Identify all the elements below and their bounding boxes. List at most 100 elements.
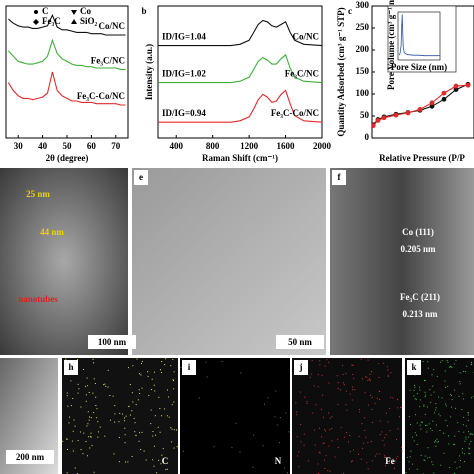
panel-label: c: [348, 6, 352, 16]
y-axis-label: Pore Volume (cm³ g⁻¹ nm⁻¹): [386, 0, 396, 90]
element-dot: [358, 408, 360, 410]
element-dot: [431, 461, 433, 463]
annotation: N: [275, 456, 282, 466]
element-dot: [424, 413, 426, 415]
element-dot: [431, 429, 433, 431]
element-dot: [104, 383, 106, 385]
element-dot: [322, 394, 324, 396]
element-dot: [364, 392, 366, 394]
element-dot: [296, 414, 298, 416]
element-dot: [465, 436, 467, 438]
annotation: 100 nm: [98, 337, 127, 347]
element-dot: [387, 374, 389, 376]
element-dot: [351, 389, 353, 391]
element-dot: [300, 391, 302, 393]
element-dot: [114, 421, 116, 423]
element-dot: [414, 386, 416, 388]
element-dot: [428, 423, 430, 425]
element-dot: [364, 417, 366, 419]
element-dot: [118, 421, 120, 423]
element-dot: [328, 412, 330, 414]
element-dot: [154, 415, 156, 417]
element-dot: [171, 404, 173, 406]
x-tick-label: 2000: [313, 141, 332, 151]
element-dot: [430, 394, 432, 396]
element-dot: [143, 450, 145, 452]
panel-label: i: [188, 362, 191, 372]
element-dot: [415, 414, 417, 416]
element-dot: [73, 419, 75, 421]
element-dot: [435, 409, 437, 411]
annotation: Fe: [385, 456, 395, 466]
element-dot: [465, 425, 467, 427]
element-dot: [410, 423, 412, 425]
element-dot: [449, 466, 451, 468]
element-dot: [374, 455, 376, 457]
element-dot: [155, 434, 157, 436]
element-dot: [367, 379, 369, 381]
element-dot: [104, 435, 106, 437]
element-dot: [401, 450, 403, 452]
element-dot: [389, 407, 391, 409]
element-dot: [175, 429, 177, 431]
element-dot: [262, 445, 264, 447]
element-dot: [306, 400, 308, 402]
element-dot: [313, 385, 315, 387]
element-dot: [447, 435, 449, 437]
element-dot: [425, 394, 427, 396]
element-dot: [145, 459, 147, 461]
element-dot: [379, 398, 381, 400]
element-dot: [445, 405, 447, 407]
element-dot: [361, 423, 363, 425]
element-dot: [321, 436, 323, 438]
element-dot: [113, 453, 115, 455]
element-dot: [450, 395, 452, 397]
element-dot: [342, 382, 344, 384]
element-dot: [118, 461, 120, 463]
element-dot: [377, 363, 379, 365]
series-line: [158, 19, 322, 47]
element-dot: [423, 379, 425, 381]
element-dot: [88, 391, 90, 393]
element-dot: [105, 385, 107, 387]
series-label: Fe₃C-Co/NC: [77, 91, 125, 101]
element-dot: [376, 397, 378, 399]
element-dot: [317, 386, 319, 388]
marker: [375, 118, 381, 123]
element-dot: [252, 466, 254, 468]
element-dot: [369, 373, 371, 375]
element-dot: [457, 422, 459, 424]
x-tick-label: 30: [14, 141, 24, 151]
element-dot: [160, 371, 162, 373]
element-dot: [334, 456, 336, 458]
marker: [453, 83, 459, 89]
legend-symbol: [34, 10, 38, 14]
element-dot: [352, 449, 354, 451]
element-dot: [83, 432, 85, 434]
element-dot: [441, 397, 443, 399]
element-dot: [74, 467, 76, 469]
element-dot: [464, 371, 466, 373]
element-dot: [395, 458, 397, 460]
element-dot: [124, 434, 126, 436]
element-dot: [322, 443, 324, 445]
element-dot: [363, 442, 365, 444]
element-dot: [445, 419, 447, 421]
element-dot: [435, 407, 437, 409]
element-dot: [124, 442, 126, 444]
element-dot: [315, 404, 317, 406]
element-dot: [456, 467, 458, 469]
element-dot: [107, 369, 109, 371]
x-tick-label: 1200: [240, 141, 259, 151]
element-dot: [397, 455, 399, 457]
series-label: Fe₃C/NC: [285, 69, 319, 79]
element-dot: [124, 427, 126, 429]
element-dot: [386, 366, 388, 368]
element-dot: [469, 448, 471, 450]
element-dot: [164, 408, 166, 410]
element-dot: [171, 441, 173, 443]
element-dot: [88, 436, 90, 438]
element-dot: [83, 368, 85, 370]
element-dot: [160, 369, 162, 371]
element-dot: [342, 374, 344, 376]
